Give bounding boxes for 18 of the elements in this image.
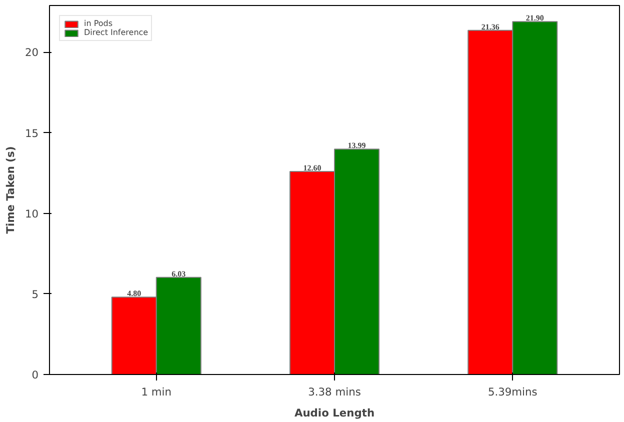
data-label: 21.90: [526, 14, 544, 23]
data-label: 21.36: [481, 22, 500, 32]
x-axis-title: Audio Length: [294, 406, 375, 420]
y-tick-label: 20: [24, 46, 39, 60]
data-label: 6.03: [172, 269, 186, 278]
y-tick-label: 10: [24, 207, 39, 220]
data-label: 12.60: [303, 163, 322, 172]
y-axis-title: Time Taken (s): [4, 146, 17, 234]
x-tick-label: 1 min: [141, 386, 172, 398]
data-label: 4.80: [127, 289, 142, 298]
y-tick-label: 0: [32, 368, 39, 382]
legend-label: in Pods: [84, 19, 113, 28]
y-tick-label: 15: [24, 126, 39, 140]
y-tick-label: 5: [32, 288, 38, 301]
x-tick-label: 3.38 mins: [308, 386, 362, 398]
x-tick-label: 5.39mins: [488, 386, 538, 398]
data-label: 13.99: [348, 141, 366, 150]
legend-label: Direct Inference: [84, 28, 148, 37]
